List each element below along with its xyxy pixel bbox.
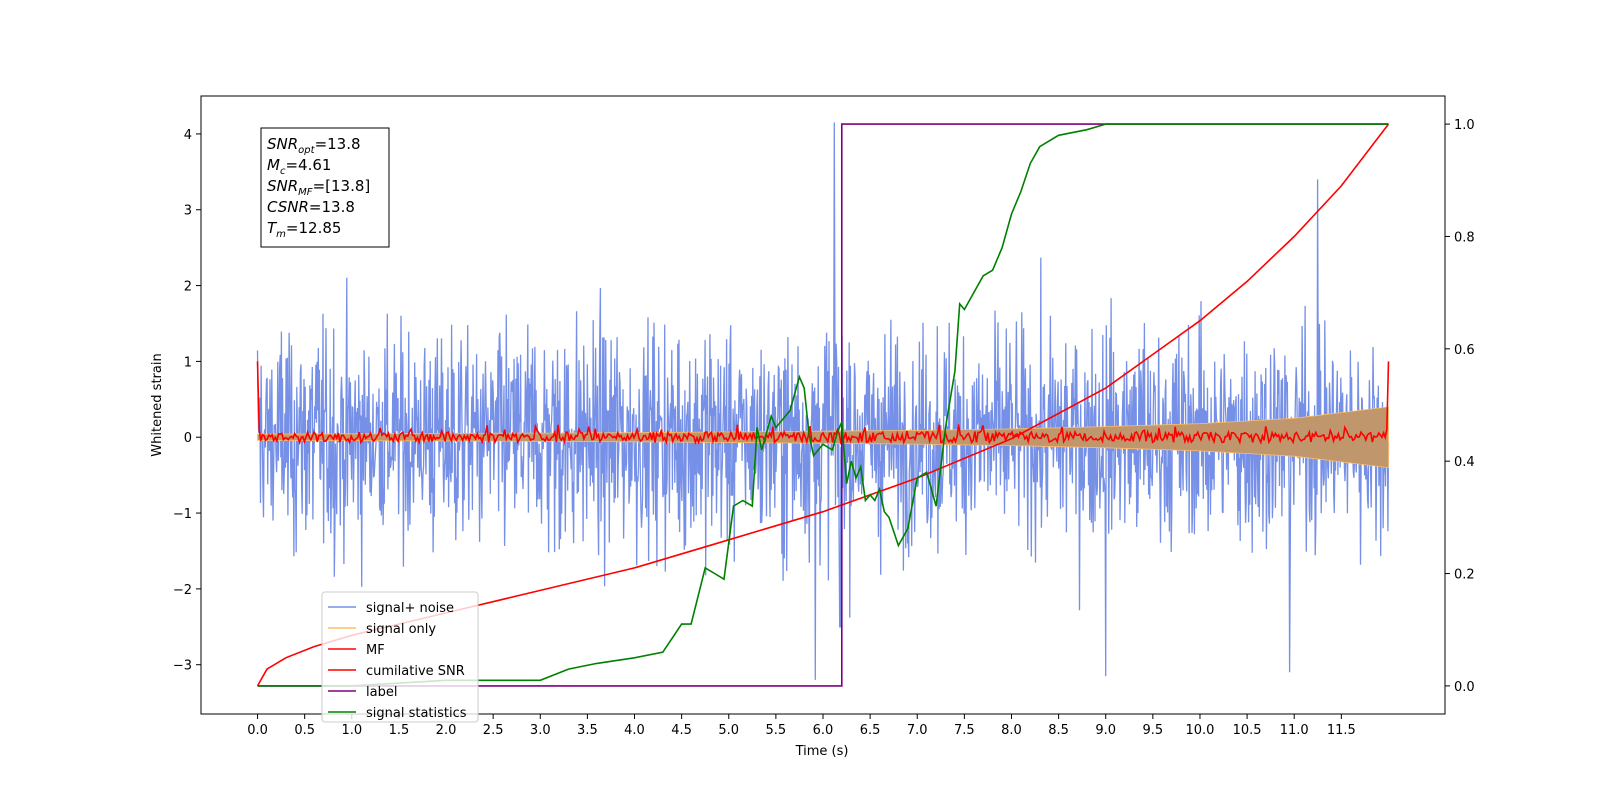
legend: signal+ noise signal only MF cumilative SNR…	[321, 591, 479, 723]
x-tick-label: 10.5	[1233, 723, 1262, 738]
y-axis-label: Whitened strain	[150, 353, 165, 456]
x-tick-label: 7.5	[954, 723, 975, 738]
info-value: =13.8	[315, 135, 361, 153]
info-line: Mc=4.61	[267, 156, 331, 177]
legend-frame	[321, 591, 479, 723]
x-tick-label: 9.0	[1095, 723, 1116, 738]
x-tick-label: 5.0	[718, 723, 739, 738]
info-subscript: opt	[298, 145, 315, 156]
y2-tick-label: 0.8	[1454, 230, 1475, 245]
y2-tick-label: 1.0	[1454, 118, 1475, 133]
x-tick-label: 0.0	[247, 723, 268, 738]
legend-label: MF	[366, 643, 385, 658]
info-value: =[13.8]	[313, 177, 371, 195]
legend-label: signal only	[366, 622, 436, 637]
x-tick-label: 2.5	[483, 723, 504, 738]
info-subscript: MF	[298, 187, 313, 198]
x-tick-label: 6.0	[813, 723, 834, 738]
info-box: SNRopt=13.8Mc=4.61SNRMF=[13.8]CSNR=13.8T…	[260, 127, 390, 248]
series-mf	[256, 361, 1390, 446]
legend-label: signal+ noise	[366, 601, 454, 616]
x-tick-label: 8.5	[1048, 723, 1069, 738]
info-value: =12.85	[286, 219, 342, 237]
series-signal-statistics	[257, 123, 1389, 687]
x-tick-label: 11.5	[1327, 723, 1356, 738]
info-value: =4.61	[285, 156, 331, 174]
y-tick-label: 2	[184, 280, 192, 295]
info-line: Tm=12.85	[267, 219, 341, 240]
y-tick-label: 3	[184, 204, 192, 219]
info-symbol: T	[267, 219, 278, 237]
x-tick-label: 1.5	[389, 723, 410, 738]
y-tick-label: 4	[184, 128, 192, 143]
y-tick-label: 0	[184, 431, 192, 446]
info-symbol: M	[267, 156, 280, 174]
x-tick-label: 1.0	[341, 723, 362, 738]
info-symbol: SNR	[267, 177, 298, 195]
x-tick-label: 4.0	[624, 723, 645, 738]
legend-label: signal statistics	[366, 706, 467, 721]
series-layer	[256, 122, 1390, 687]
x-tick-label: 2.0	[436, 723, 457, 738]
info-line: CSNR=13.8	[267, 198, 355, 216]
x-tick-label: 11.0	[1280, 723, 1309, 738]
info-value: =13.8	[309, 198, 355, 216]
legend-label: cumilative SNR	[366, 664, 465, 679]
series-signal-only	[257, 406, 1389, 469]
x-tick-label: 5.5	[766, 723, 787, 738]
legend-label: label	[366, 685, 397, 700]
x-tick-label: 8.0	[1001, 723, 1022, 738]
y-tick-label: 1	[184, 355, 192, 370]
y2-tick-label: 0.6	[1454, 343, 1475, 358]
info-box-frame	[260, 127, 390, 248]
x-tick-label: 10.0	[1185, 723, 1214, 738]
y2-tick-label: 0.2	[1454, 568, 1475, 583]
y-axis-right: 0.0 0.2 0.4 0.6 0.8 1.0	[1445, 118, 1475, 695]
x-tick-label: 3.0	[530, 723, 551, 738]
info-symbol: CSNR	[267, 198, 309, 216]
x-tick-label: 6.5	[860, 723, 881, 738]
x-tick-label: 3.5	[577, 723, 598, 738]
y2-tick-label: 0.0	[1454, 680, 1475, 695]
info-line: SNRopt=13.8	[267, 135, 361, 156]
y-tick-label: −1	[173, 507, 192, 522]
y-tick-label: −3	[173, 659, 192, 674]
info-subscript: c	[280, 166, 286, 177]
y-axis-left: −3 −2 −1 0 1 2 3 4	[173, 128, 201, 674]
x-axis-label: Time (s)	[795, 744, 849, 759]
info-subscript: m	[276, 229, 286, 240]
info-line: SNRMF=[13.8]	[267, 177, 370, 198]
x-tick-label: 0.5	[294, 723, 315, 738]
y-tick-label: −2	[173, 583, 192, 598]
x-tick-label: 4.5	[671, 723, 692, 738]
x-axis: 0.0 0.5 1.0 1.5 2.0 2.5 3.0 3.5 4.0 4.5 5.0 5.5 6.0 6…	[247, 714, 1356, 738]
info-symbol: SNR	[267, 135, 298, 153]
x-tick-label: 7.0	[907, 723, 928, 738]
y2-tick-label: 0.4	[1454, 455, 1475, 470]
x-tick-label: 9.5	[1143, 723, 1164, 738]
